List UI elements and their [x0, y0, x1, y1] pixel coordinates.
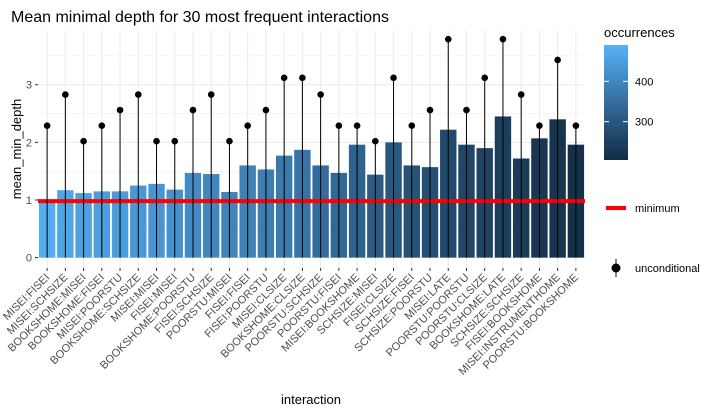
unconditional-point [554, 56, 561, 64]
unconditional-point [262, 106, 270, 114]
plot-panel [38, 30, 585, 268]
unconditional-point [116, 106, 124, 114]
legend-unconditional-label: unconditional [635, 263, 700, 275]
y-tick-label: 3 [26, 80, 32, 92]
unconditional-point [372, 137, 379, 145]
legend-minimum-label: minimum [635, 203, 680, 215]
unconditional-point [280, 74, 288, 82]
unconditional-point [62, 91, 69, 98]
unconditional-point [536, 122, 543, 129]
unconditional-point [207, 91, 215, 98]
unconditional-point [171, 137, 179, 145]
unconditional-point [481, 74, 489, 82]
unconditional-point [408, 122, 416, 129]
chart-title: Mean minimal depth for 30 most frequent … [11, 9, 389, 26]
y-axis-title: mean_min_depth [9, 99, 24, 199]
unconditional-point [426, 106, 434, 114]
legend-unconditional-key-point [611, 263, 621, 273]
x-axis: MISEI:FISEIMISEI:SCHSIZEBOOKSHOME:MISEIB… [1, 268, 581, 378]
unconditional-point [499, 35, 507, 43]
unconditional-point [317, 91, 324, 98]
unconditional-points [43, 35, 580, 258]
y-tick-label: 2 [26, 137, 32, 149]
x-axis-title: interaction [281, 392, 341, 407]
unconditional-point [572, 122, 580, 129]
y-tick-label: 0 [26, 253, 32, 265]
legend: occurrences 300 400 minimum unconditional [604, 25, 700, 277]
y-tick-label: 1 [26, 195, 32, 207]
colorbar-tick-label: 300 [635, 117, 653, 129]
colorbar [604, 45, 628, 160]
legend-title: occurrences [604, 25, 675, 40]
unconditional-point [226, 137, 233, 145]
y-axis: 0 1 2 3 [26, 80, 38, 265]
unconditional-point [98, 122, 106, 129]
unconditional-point [444, 35, 452, 43]
colorbar-tick-label: 400 [635, 76, 653, 88]
unconditional-point [134, 91, 142, 98]
unconditional-point [353, 122, 361, 129]
unconditional-point [189, 106, 197, 114]
unconditional-point [244, 122, 251, 129]
unconditional-point [153, 137, 160, 145]
unconditional-point [335, 122, 343, 129]
unconditional-point [517, 91, 525, 98]
unconditional-point [43, 122, 51, 129]
unconditional-point [80, 137, 87, 145]
unconditional-point [299, 74, 306, 82]
unconditional-point [390, 74, 397, 82]
unconditional-point [463, 106, 470, 114]
colorbar-ticks: 300 400 [604, 76, 653, 129]
